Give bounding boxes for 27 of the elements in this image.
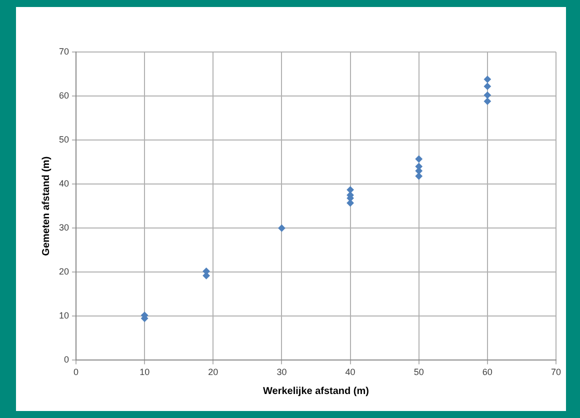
y-tick-label: 50	[58, 134, 70, 145]
y-tick-label: 40	[58, 178, 70, 189]
y-tick-label: 10	[58, 310, 70, 321]
x-tick-label: 20	[208, 367, 218, 378]
x-tick-label: 70	[550, 367, 562, 378]
x-tick-label: 60	[482, 367, 492, 378]
point	[346, 186, 354, 194]
point	[415, 155, 422, 162]
x-axis-title: Werkelijke afstand (m)	[263, 386, 369, 397]
y-tick-label: 70	[58, 46, 70, 56]
point	[278, 224, 286, 232]
y-tick-label: 20	[58, 266, 70, 277]
y-tick-label: 60	[58, 90, 70, 101]
x-tick-label: 50	[414, 367, 424, 378]
point	[484, 92, 491, 99]
point	[484, 76, 491, 83]
y-tick-label: 0	[64, 354, 70, 365]
x-tick-label: 30	[276, 367, 287, 378]
point	[484, 82, 491, 90]
x-tick-label: 10	[140, 367, 150, 378]
y-tick-label: 30	[58, 222, 70, 233]
point	[415, 172, 422, 180]
point	[484, 98, 491, 105]
x-tick-label: 0	[74, 367, 79, 378]
x-tick-label: 40	[345, 367, 356, 378]
point	[346, 200, 354, 207]
y-axis-title: Gemeten afstand (m)	[40, 156, 52, 256]
